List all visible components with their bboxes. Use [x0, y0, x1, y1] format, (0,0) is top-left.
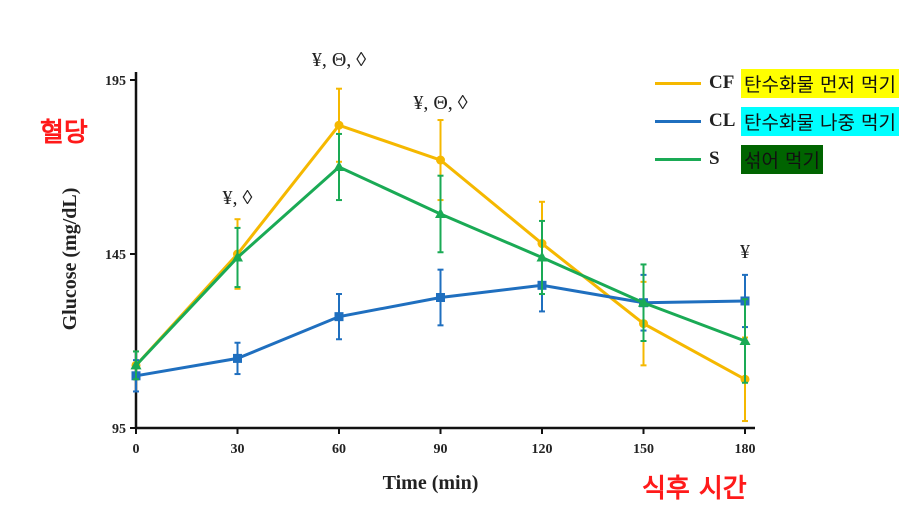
- legend-item-cf: CF 탄수화물 먼저 먹기: [655, 64, 899, 102]
- x-tick-label: 60: [332, 442, 346, 457]
- y-tick-label: 95: [112, 422, 126, 437]
- data-point-s: [536, 251, 548, 262]
- x-tick-label: 0: [133, 442, 140, 457]
- legend-korean-cl: 탄수화물 나중 먹기: [741, 106, 899, 136]
- x-axis-label: Time (min): [383, 472, 479, 494]
- y-axis-label: Glucose (mg/dL): [59, 188, 81, 331]
- y-tick-label: 145: [105, 248, 126, 263]
- x-tick-label: 30: [231, 442, 245, 457]
- legend-swatch-s: [655, 157, 701, 161]
- legend-korean-s: 섞어 먹기: [741, 144, 823, 174]
- data-point-cf: [334, 120, 344, 130]
- data-point-cl: [334, 312, 344, 322]
- legend-name-cl: CL: [709, 110, 736, 131]
- legend-item-cl: CL 탄수화물 나중 먹기: [655, 102, 899, 140]
- y-axis-korean-label: 혈당: [40, 118, 88, 148]
- data-point-s: [333, 161, 345, 171]
- y-tick-label: 195: [105, 74, 126, 89]
- significance-annotation: ¥, Θ, ◊: [413, 92, 467, 114]
- x-tick-label: 180: [735, 442, 756, 457]
- significance-annotation: ¥, ◊: [223, 187, 253, 209]
- data-point-cf: [436, 155, 445, 165]
- data-point-cl: [436, 293, 445, 302]
- legend-swatch-cf: [655, 81, 701, 85]
- data-point-s: [638, 296, 649, 307]
- data-point-cl: [233, 353, 242, 363]
- legend: CF 탄수화물 먼저 먹기 CL 탄수화물 나중 먹기 S 섞어 먹기: [655, 64, 899, 178]
- legend-name-s: S: [709, 148, 720, 169]
- legend-korean-cf: 탄수화물 먼저 먹기: [741, 68, 899, 98]
- significance-annotation: ¥, Θ, ◊: [312, 49, 366, 71]
- legend-swatch-cl: [655, 119, 701, 123]
- data-point-s: [739, 335, 751, 345]
- x-tick-label: 120: [532, 442, 553, 457]
- legend-name-cf: CF: [709, 72, 735, 93]
- x-tick-label: 150: [633, 442, 654, 457]
- significance-annotation: ¥: [740, 241, 750, 263]
- x-axis-korean-label: 식후 시간: [642, 474, 747, 504]
- legend-item-s: S 섞어 먹기: [655, 140, 899, 178]
- x-tick-label: 90: [434, 442, 448, 457]
- data-point-s: [130, 359, 142, 370]
- data-point-s: [232, 251, 243, 262]
- data-point-s: [435, 207, 446, 218]
